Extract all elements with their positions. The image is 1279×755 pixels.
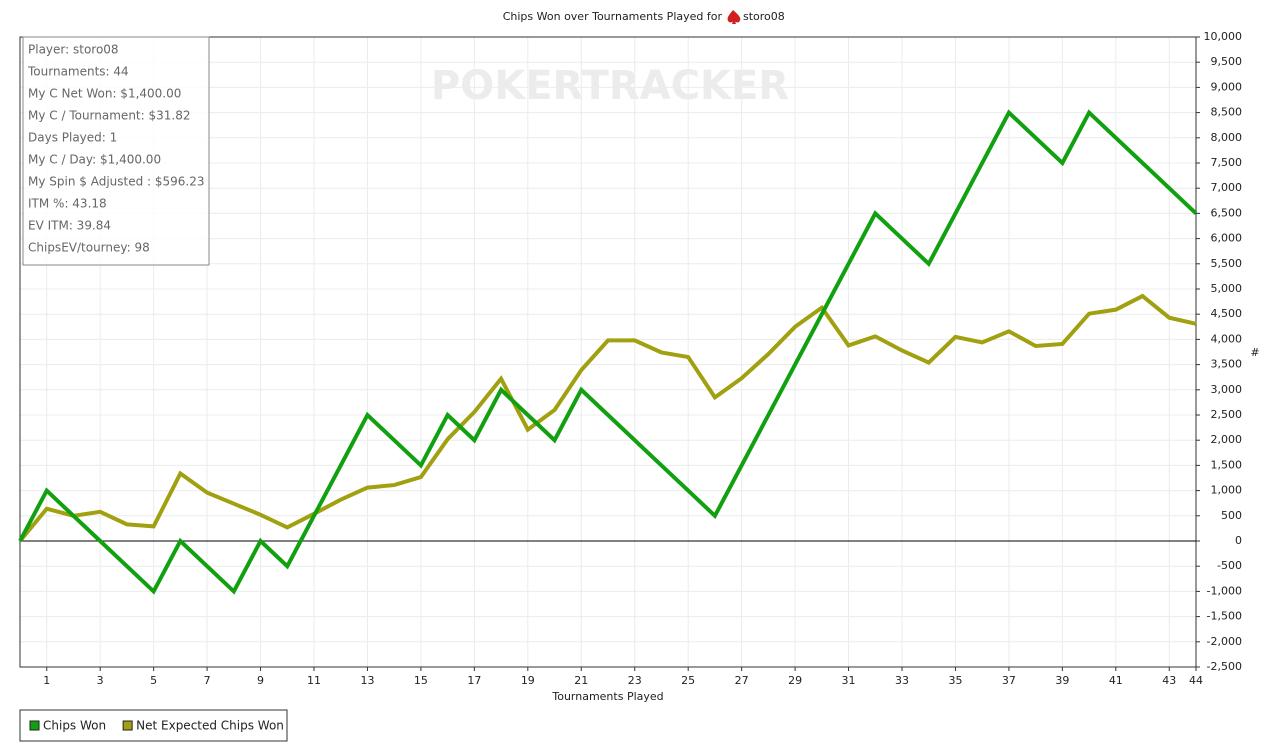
stat-line: Days Played: 1 [28, 131, 117, 145]
stat-line: My C / Tournament: $31.82 [28, 109, 190, 123]
stat-line: My C / Day: $1,400.00 [28, 153, 161, 167]
y-tick-label: 1,500 [1211, 458, 1243, 471]
y-tick-label: 7,000 [1211, 181, 1243, 194]
y-tick-label: 6,000 [1211, 232, 1243, 245]
x-tick-label: 43 [1162, 674, 1176, 687]
y-tick-label: 9,000 [1211, 80, 1243, 93]
y-tick-label: -1,500 [1207, 610, 1242, 623]
y-tick-label: 6,500 [1211, 206, 1243, 219]
chart-title-player: storo08 [743, 10, 785, 23]
legend-label: Net Expected Chips Won [136, 719, 284, 733]
x-tick-label: 41 [1109, 674, 1123, 687]
stats-box [22, 36, 210, 266]
watermark: POKERTRACKER [431, 63, 789, 109]
y-tick-label: -1,000 [1207, 584, 1242, 597]
y-tick-label: 4,500 [1211, 307, 1243, 320]
y-tick-label: -2,500 [1207, 660, 1242, 673]
y-tick-label: 8,000 [1211, 131, 1243, 144]
legend-box [19, 709, 288, 742]
chart-title: Chips Won over Tournaments Played for [503, 10, 723, 23]
x-tick-label: 11 [307, 674, 321, 687]
stat-line: ITM %: 43.18 [28, 197, 107, 211]
stat-line: My C Net Won: $1,400.00 [28, 87, 181, 101]
x-tick-label: 19 [521, 674, 535, 687]
x-tick-label: 31 [842, 674, 856, 687]
legend-label: Chips Won [43, 719, 106, 733]
x-tick-label: 37 [1002, 674, 1016, 687]
x-tick-label: 39 [1055, 674, 1069, 687]
x-tick-label: 15 [414, 674, 428, 687]
plot-frame [19, 36, 1197, 668]
y-tick-label: -2,000 [1207, 635, 1242, 648]
y-tick-label: 2,000 [1211, 433, 1243, 446]
x-tick-label: 17 [467, 674, 481, 687]
stat-line: My Spin $ Adjusted : $596.23 [28, 175, 205, 189]
x-tick-label: 33 [895, 674, 909, 687]
y-tick-label: 3,500 [1211, 358, 1243, 371]
x-tick-label: 5 [150, 674, 157, 687]
y-tick-label: 3,000 [1211, 383, 1243, 396]
y-tick-label: 5,000 [1211, 282, 1243, 295]
y-tick-label: 500 [1221, 509, 1242, 522]
y-tick-label: 7,500 [1211, 156, 1243, 169]
x-axis-label: Tournaments Played [551, 690, 663, 703]
y-tick-label: 4,000 [1211, 332, 1243, 345]
y-tick-label: 5,500 [1211, 257, 1243, 270]
y-tick-label: 0 [1235, 534, 1242, 547]
x-tick-label: 21 [574, 674, 588, 687]
x-tick-label: 9 [257, 674, 264, 687]
y-tick-label: 1,000 [1211, 484, 1243, 497]
x-tick-label: 1 [43, 674, 50, 687]
stat-line: ChipsEV/tourney: 98 [28, 241, 150, 255]
y-tick-label: 2,500 [1211, 408, 1243, 421]
x-tick-label: 25 [681, 674, 695, 687]
x-tick-label: 44 [1189, 674, 1203, 687]
stat-line: Tournaments: 44 [27, 65, 129, 79]
legend-swatch [122, 720, 133, 731]
y-tick-label: 8,500 [1211, 106, 1243, 119]
spade-icon [727, 10, 741, 24]
x-tick-label: 29 [788, 674, 802, 687]
x-tick-label: 7 [204, 674, 211, 687]
x-tick-label: 23 [628, 674, 642, 687]
stat-line: EV ITM: 39.84 [28, 219, 111, 233]
x-tick-label: 35 [948, 674, 962, 687]
x-tick-label: 13 [360, 674, 374, 687]
y-tick-label: 10,000 [1204, 30, 1243, 43]
y-tick-label: -500 [1217, 559, 1242, 572]
y-tick-label: 9,500 [1211, 55, 1243, 68]
x-tick-label: 27 [735, 674, 749, 687]
stat-line: Player: storo08 [28, 43, 119, 57]
series-line [18, 293, 1197, 543]
x-tick-label: 3 [97, 674, 104, 687]
series-line [18, 109, 1198, 595]
legend-swatch [29, 720, 40, 731]
y-axis-label: # [1250, 346, 1259, 359]
